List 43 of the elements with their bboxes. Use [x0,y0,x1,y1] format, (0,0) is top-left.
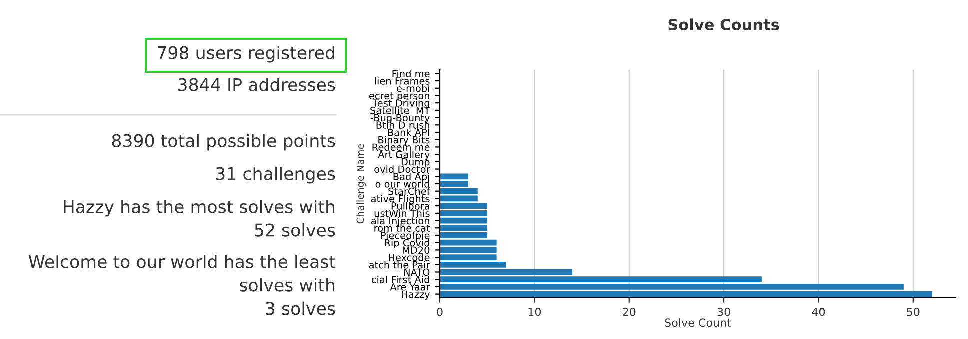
y-axis-title: Challenge Name [356,144,366,224]
text: Hazzy has the most solves with 52 solves [64,200,336,237]
y-tick-label: cial First Aid [372,276,430,284]
y-tick-label: ala Injection [371,217,430,226]
chart-title: Solve Counts [668,18,780,31]
x-tick-label: 10 [528,308,542,316]
text: Welcome to our world has the least solves with 3 solves [28,255,336,316]
text: 31 challenges [216,167,336,184]
x-tick-label: 40 [812,308,826,316]
y-tick-label: Pullbora [392,202,430,210]
y-tick-label: NATO [404,268,430,276]
x-tick-label: 30 [718,308,730,316]
x-tick-label: 0 [437,308,443,316]
y-tick-label: e-mobi [397,84,430,92]
x-tick-label: 20 [623,308,636,316]
x-axis-title: Solve Count [665,318,732,328]
y-tick-label: ustWin This [374,210,430,218]
y-tick-label: MD20 [402,246,430,254]
y-tick-label: ovid Doctor [374,166,430,174]
x-tick-label: 50 [907,308,920,316]
y-tick-label: Are Yaar [390,284,430,291]
y-tick-label: Pieceofpie [381,232,430,242]
y-tick-label: o our world [376,180,430,188]
text: 3844 IP addresses [178,78,336,92]
y-tick-label: Btih D rush [376,121,430,129]
y-tick-label: Find me [392,70,430,78]
y-tick-label: Bank API [388,128,430,136]
y-tick-label: Redeem me [372,144,430,152]
y-tick-label: ecret person [370,92,430,102]
text: 8390 total possible points [112,134,336,151]
y-tick-label: rom the cat [374,224,430,232]
y-tick-label: -Bug-Bounty [370,114,430,124]
y-tick-label: Binary Bits [378,136,430,146]
y-tick-label: StarChef [388,188,430,196]
y-tick-label: Dump [402,158,430,168]
y-tick-label: Satellite MT [370,106,430,114]
y-tick-label: Bad Api [394,172,430,182]
y-tick-label: Hazzy [402,290,430,300]
y-tick-label: Art Gallery [378,150,430,160]
y-tick-label: lien Frames [375,77,430,85]
y-tick-label: atch the Pair [369,261,430,269]
y-tick-label: Hexcode [389,254,430,262]
text: 798 users registered [158,46,334,63]
